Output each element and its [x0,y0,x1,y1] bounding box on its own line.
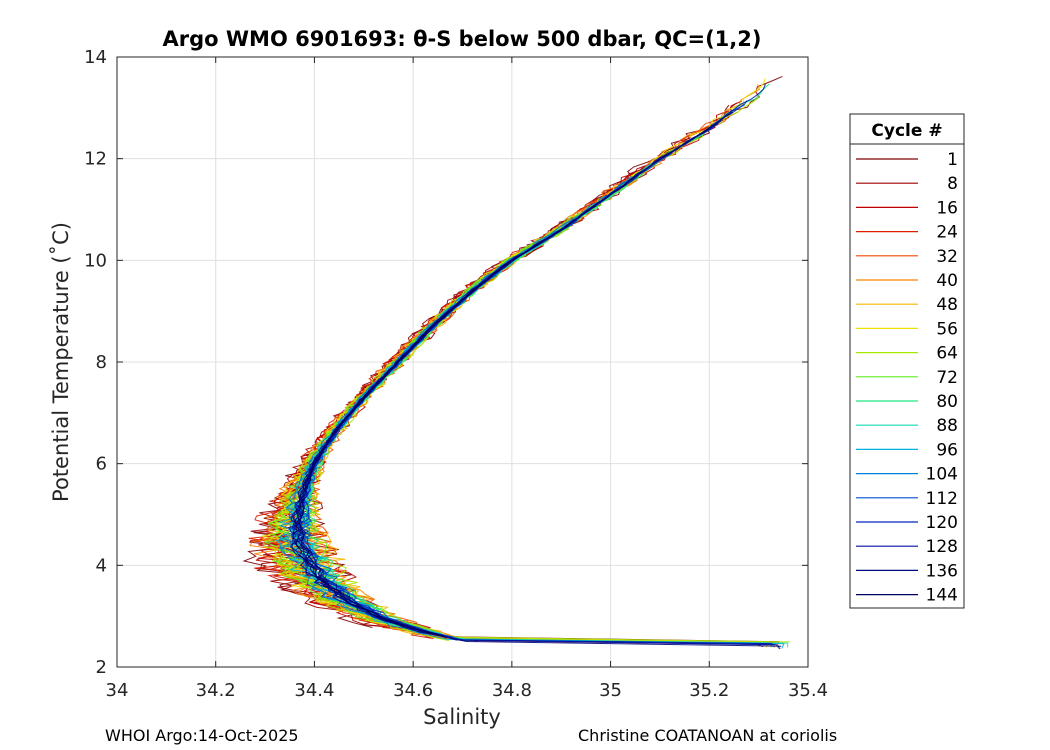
y-tick-label: 2 [96,657,107,678]
legend-label: 112 [926,489,958,509]
legend-label: 64 [936,344,958,364]
legend-box [849,113,965,609]
legend-label: 80 [936,392,958,412]
profile-line-cycle-144 [292,256,519,635]
x-axis-label: Salinity [423,705,501,729]
profile-line-cycle-72 [264,216,572,630]
legend-label: 32 [936,247,958,267]
legend-label: 136 [926,561,958,581]
legend-label: 96 [936,440,958,460]
legend: Cycle # 1 8 16 24 32 40 48 56 64 72 80 88 96 104 112 12… [849,113,965,609]
y-tick-label: 8 [96,352,107,373]
legend-items: 1 8 16 24 32 40 48 56 64 72 80 88 96 104 112 120 128 136 1… [856,150,958,606]
y-tick-label: 6 [96,454,107,475]
x-tick-label: 35.2 [689,680,729,701]
chart-title: Argo WMO 6901693: θ-S below 500 dbar, QC… [163,27,762,51]
legend-label: 120 [926,513,958,533]
y-axis-label: Potential Temperature (˚C) [49,222,73,502]
legend-label: 128 [926,537,958,557]
legend-label: 1 [947,150,958,170]
legend-label: 24 [936,223,958,243]
footer-right: Christine COATANOAN at coriolis [578,726,837,745]
legend-label: 8 [947,174,958,194]
y-tick-label: 10 [84,250,107,271]
x-tick-label: 34 [106,680,129,701]
y-tick-label: 12 [84,149,107,170]
legend-label: 16 [936,198,958,218]
x-tick-label: 34.4 [294,680,334,701]
x-ticks: 34 34.2 34.4 34.6 34.8 35 35.2 35.4 [106,57,828,701]
x-tick-label: 35.4 [788,680,828,701]
legend-label: 56 [936,319,958,339]
x-tick-label: 34.8 [492,680,532,701]
legend-label: 104 [926,465,958,485]
x-tick-label: 35 [599,680,622,701]
profile-line-cycle-136 [291,258,513,638]
y-tick-label: 4 [96,555,107,576]
legend-label: 48 [936,295,958,315]
legend-label: 40 [936,271,958,291]
y-ticks: 2 4 6 8 10 12 14 [84,47,808,678]
y-tick-label: 14 [84,47,107,68]
legend-label: 72 [936,368,958,388]
legend-label: 88 [936,416,958,436]
x-tick-label: 34.2 [196,680,236,701]
legend-label: 144 [926,586,958,606]
legend-title: Cycle # [871,121,942,141]
profile-lines [242,75,790,650]
profile-line-cycle-144 [298,111,733,637]
x-tick-label: 34.6 [393,680,433,701]
footer-left: WHOI Argo:14-Oct-2025 [105,726,299,745]
